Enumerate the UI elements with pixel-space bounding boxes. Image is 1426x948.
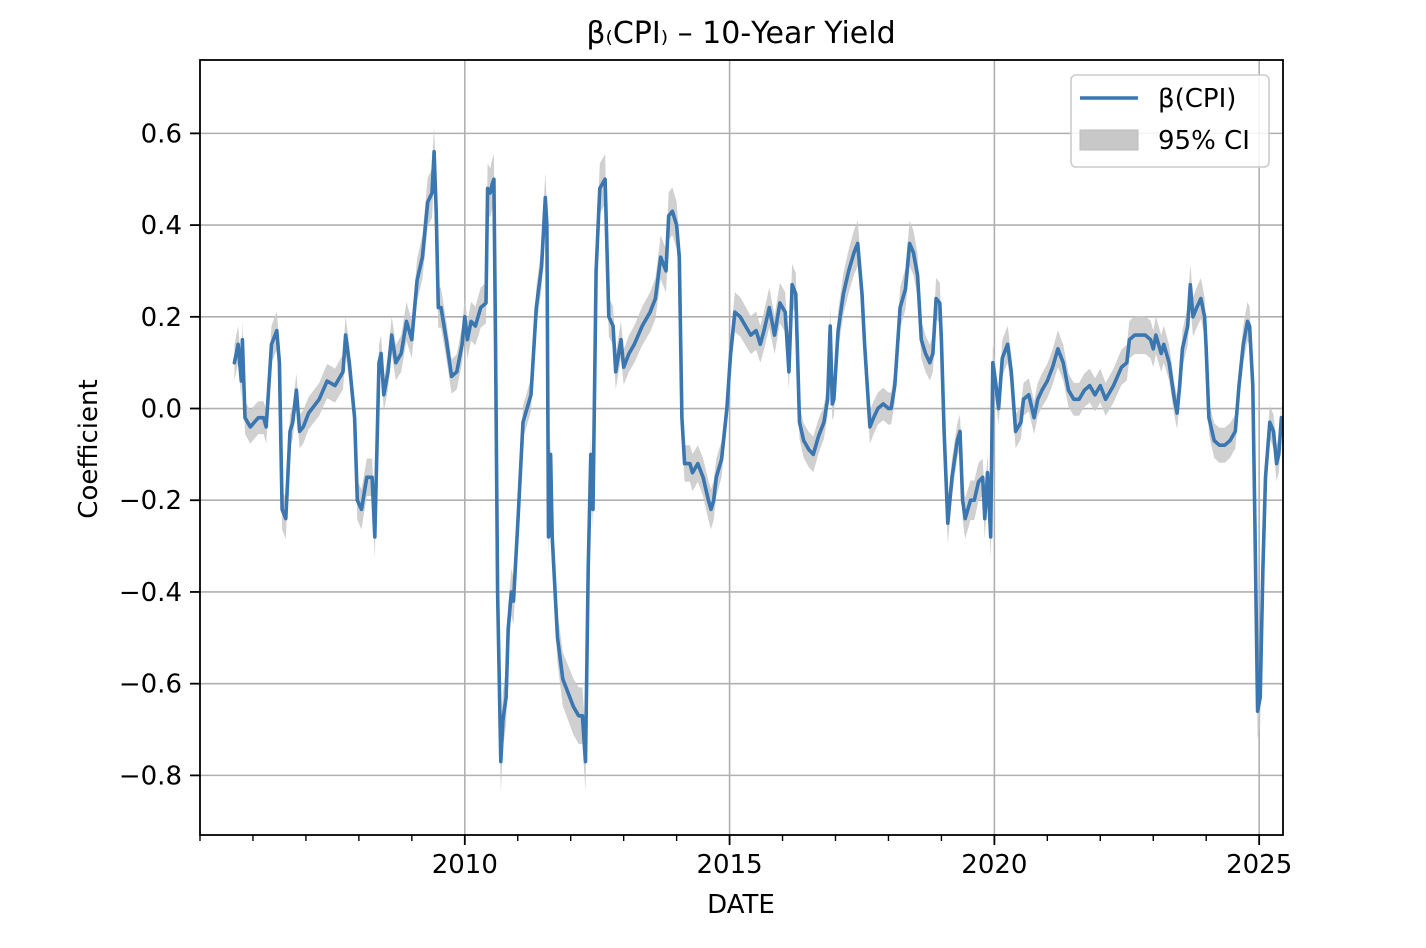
y-axis-label: Coefficient (74, 379, 104, 518)
x-tick-label: 2015 (696, 850, 762, 880)
x-tick-label: 2025 (1226, 850, 1292, 880)
series-line-layer (232, 149, 1284, 764)
legend-label-beta-cpi: β(CPI) (1158, 84, 1236, 114)
y-tick-label: 0.4 (141, 211, 182, 241)
plot-frame (199, 59, 1284, 836)
legend-label-ci: 95% CI (1158, 126, 1250, 156)
x-tick-label: 2010 (432, 850, 498, 880)
legend: β(CPI) 95% CI (1070, 74, 1270, 168)
y-tick-label: −0.6 (119, 670, 182, 700)
y-tick-label: 0.2 (141, 303, 182, 333)
y-tick-label: 0.0 (141, 395, 182, 425)
y-tick-label: 0.6 (141, 119, 182, 149)
legend-swatch-band (1079, 129, 1139, 151)
series-line-beta-cpi (232, 149, 1284, 764)
grid-lines (200, 60, 1283, 835)
y-tick-label: −0.8 (119, 761, 182, 791)
x-tick-label: 2020 (961, 850, 1027, 880)
y-tick-label: −0.4 (119, 578, 182, 608)
chart-title: β₍CPI₎ – 10-Year Yield (586, 16, 895, 51)
y-tick-label: −0.2 (119, 486, 182, 516)
axes: 2010 2015 2020 2025 −0.8 −0.6 −0.4 −0.2 0.0 0.2 0.… (119, 59, 1292, 880)
x-axis-label: DATE (707, 890, 775, 920)
